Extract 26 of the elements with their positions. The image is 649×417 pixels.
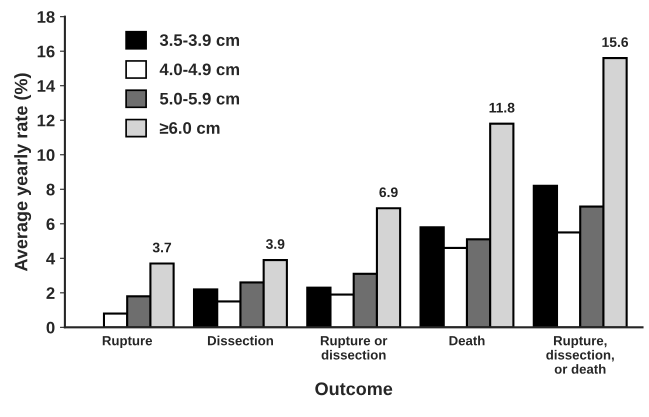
y-axis-title: Average yearly rate (%) (14, 73, 32, 272)
legend-label: 3.5-3.9 cm (160, 34, 240, 46)
y-tick-label: 4 (46, 252, 56, 264)
y-tick-label: 2 (46, 287, 55, 299)
legend-label: ≥6.0 cm (160, 122, 220, 134)
x-tick-label: Rupture (102, 336, 152, 348)
data-label: 6.9 (379, 187, 398, 198)
y-tick-label: 12 (38, 114, 55, 126)
y-tick-label: 18 (38, 11, 55, 23)
y-tick-label: 0 (46, 322, 54, 334)
y-tick-label: 16 (38, 46, 55, 58)
x-tick-label: Death (450, 336, 484, 346)
legend-label: 5.0-5.9 cm (160, 92, 240, 105)
x-tick-label: Rupture or dissection (320, 336, 388, 360)
x-axis-title: Outcome (315, 382, 392, 396)
data-label: 11.8 (490, 102, 514, 113)
data-label: 3.7 (152, 242, 172, 252)
legend-label: 4.0-4.9 cm (160, 64, 240, 76)
y-tick-label: 14 (38, 80, 56, 92)
y-tick-label: 8 (46, 184, 55, 196)
data-label: 15.6 (602, 37, 628, 48)
data-label: 3.9 (266, 239, 284, 249)
y-tick-label: 6 (46, 218, 55, 230)
x-tick-label: Dissection (208, 336, 273, 346)
y-tick-label: 10 (38, 149, 54, 161)
x-tick-label: Rupture, dissection, or death (546, 336, 614, 374)
